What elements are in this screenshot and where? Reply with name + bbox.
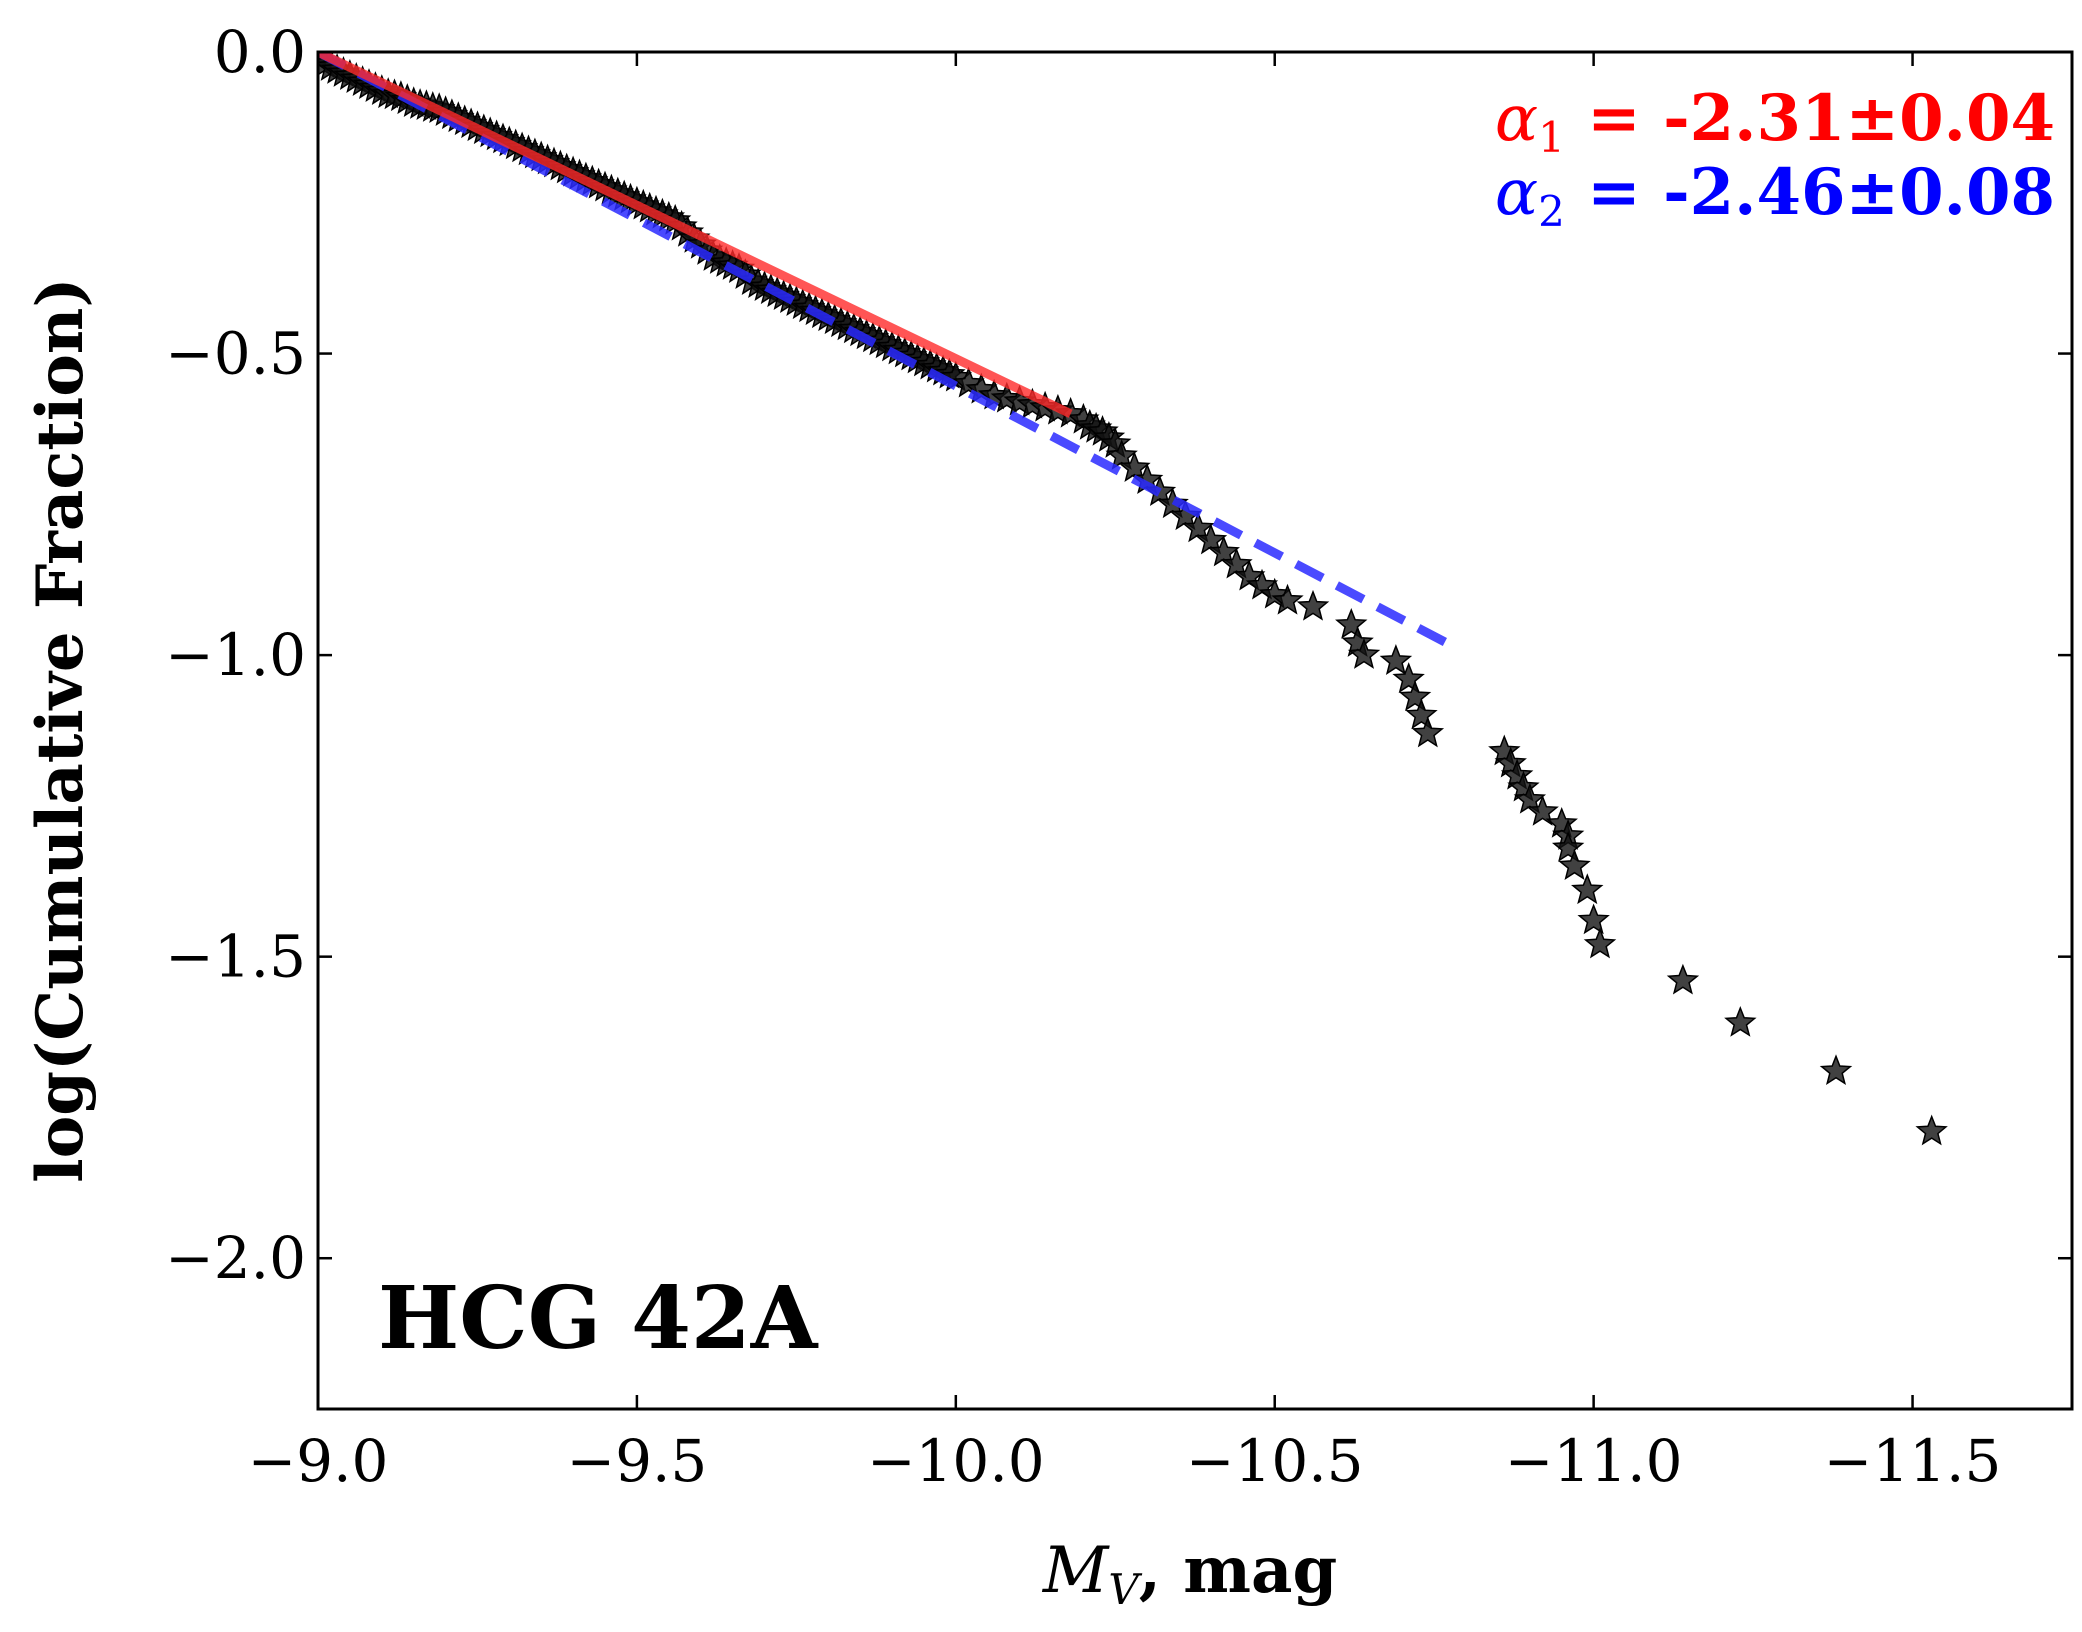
x-tick-label: −10.0: [867, 1427, 1045, 1495]
data-point-star: [1571, 873, 1604, 905]
x-axis-title-unit: , mag: [1139, 1533, 1338, 1608]
data-point-star: [1526, 794, 1559, 826]
alpha2-subscript: 2: [1538, 187, 1565, 236]
data-point-star: [1666, 963, 1700, 995]
data-point-star: [1819, 1054, 1853, 1086]
x-axis-title-sub: V: [1108, 1565, 1142, 1614]
x-axis-title: MV, mag: [1042, 1533, 1337, 1614]
fit-line-alpha2: [318, 52, 1450, 648]
y-tick-label: −0.5: [165, 320, 306, 388]
alpha2-equation: = -2.46±0.08: [1565, 155, 2055, 230]
data-point-star: [1724, 1005, 1757, 1037]
data-point-star: [1583, 927, 1617, 959]
data-points: [318, 52, 1948, 1146]
data-point-star: [1379, 644, 1413, 675]
y-tick-label: −1.5: [165, 923, 306, 991]
x-tick-label: −9.0: [248, 1427, 389, 1495]
alpha1-symbol: α: [1495, 82, 1538, 156]
plot-frame: [316, 50, 2074, 1411]
data-point-star: [1220, 547, 1253, 579]
data-point-star: [1181, 511, 1215, 543]
data-point-star: [1411, 716, 1445, 748]
y-tick-label: −2.0: [165, 1224, 306, 1292]
y-tick-label: 0.0: [214, 18, 306, 86]
data-point-star: [1105, 439, 1138, 470]
x-tick-label: −9.5: [566, 1427, 707, 1495]
data-point-star: [1347, 638, 1381, 669]
data-point-star: [1335, 607, 1368, 639]
panel-label: HCG 42A: [378, 1268, 819, 1369]
data-point-star: [1577, 903, 1610, 935]
alpha2-symbol: α: [1495, 156, 1538, 230]
x-tick-label: −11.5: [1824, 1427, 2002, 1495]
data-point-star: [1551, 831, 1585, 862]
data-point-star: [1296, 589, 1330, 621]
data-point-star: [1271, 583, 1304, 615]
data-point-star: [1194, 523, 1228, 555]
data-point-star: [1118, 451, 1151, 482]
x-tick-label: −10.5: [1186, 1427, 1364, 1495]
alpha1-equation: = -2.31±0.04: [1565, 81, 2055, 156]
x-axis-title-var: M: [1042, 1534, 1110, 1608]
data-point-star: [1207, 535, 1240, 567]
y-axis-title: log(Cumulative Fraction): [23, 277, 98, 1182]
y-tick-label: −1.0: [165, 621, 306, 689]
x-axis-ticks: −9.0 −9.5 −10.0 −10.5 −11.0 −11.5: [248, 52, 2002, 1495]
alpha2-annotation: α2 = -2.46±0.08: [1495, 155, 2055, 236]
data-point-star: [1915, 1114, 1948, 1146]
x-tick-label: −11.0: [1505, 1427, 1683, 1495]
data-point-star: [1405, 698, 1438, 730]
fit-line-alpha1: [318, 52, 1073, 418]
data-point-star: [1398, 680, 1432, 712]
data-point-star: [1392, 662, 1425, 694]
y-axis-ticks: 0.0 −0.5 −1.0 −1.5 −2.0: [165, 18, 2072, 1292]
data-point-star: [1558, 849, 1591, 880]
data-point-star: [1513, 782, 1547, 814]
alpha1-annotation: α1 = -2.31±0.04: [1495, 81, 2055, 162]
alpha1-subscript: 1: [1538, 113, 1565, 162]
